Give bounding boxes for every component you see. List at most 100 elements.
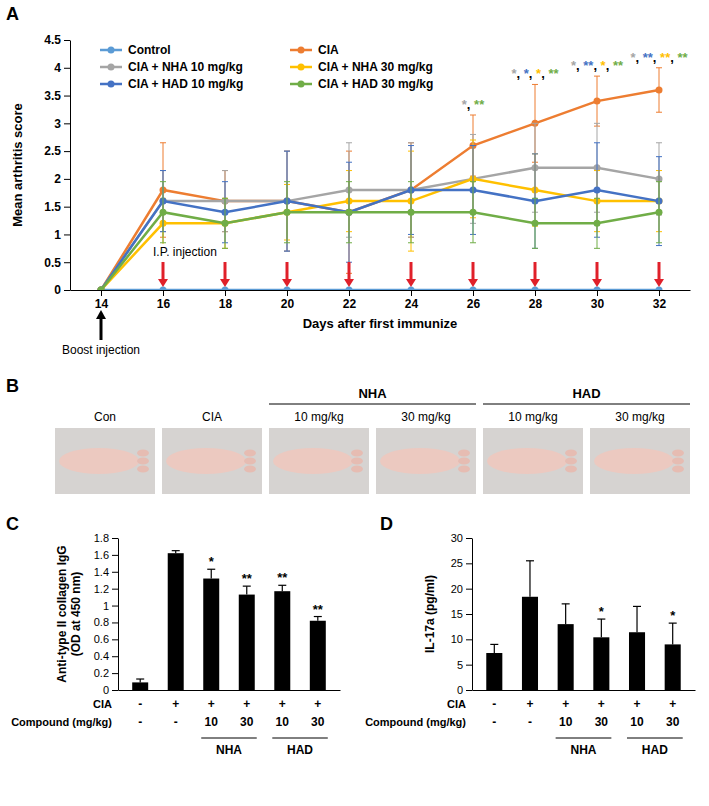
legend-swatch — [298, 47, 305, 54]
separator: , — [541, 66, 548, 81]
error-bar — [136, 679, 144, 682]
y-tick: 0.2 — [94, 667, 118, 679]
error-bar — [207, 569, 215, 578]
y-tick-mark — [466, 589, 472, 590]
table-cell: - — [174, 715, 178, 729]
arrow-head — [282, 279, 292, 287]
y-axis-title: (OD at 450 nm) — [69, 572, 83, 657]
table-cell: + — [562, 697, 569, 711]
bar — [274, 591, 290, 690]
error-cap — [222, 181, 228, 182]
figure: A00.511.522.533.544.51416182022242628303… — [0, 0, 709, 806]
arrow-head — [220, 279, 230, 287]
y-tick-label: 1.4 — [94, 566, 109, 578]
series — [98, 68, 663, 290]
x-tick-mark — [101, 290, 102, 296]
error-cap — [656, 142, 662, 143]
injection-arrow — [592, 262, 602, 287]
photo — [269, 428, 369, 494]
y-tick-mark — [112, 606, 118, 607]
table-cell: 10 — [205, 715, 219, 729]
separator: , — [606, 58, 613, 73]
y-tick: 1 — [54, 228, 70, 242]
x-tick: 28 — [529, 290, 543, 311]
y-tick-label: 1.8 — [94, 532, 109, 544]
error-cap — [346, 242, 352, 243]
arrow-head — [654, 279, 664, 287]
y-axis: 00.511.522.533.544.5 — [44, 33, 70, 297]
y-tick: 4 — [54, 61, 70, 75]
line — [101, 179, 659, 290]
significance: *, **, *, ** — [571, 58, 624, 73]
photo-background — [483, 428, 583, 494]
significance: ** — [277, 570, 288, 585]
photo-background — [55, 428, 155, 494]
table-cell: - — [492, 715, 496, 729]
y-tick-label: 30 — [451, 532, 463, 544]
error-cap — [408, 142, 414, 143]
x-tick-label: 24 — [405, 297, 419, 311]
table-cell: + — [598, 697, 605, 711]
error-cap — [470, 134, 476, 135]
error-cap — [532, 153, 538, 154]
y-tick-mark — [466, 690, 472, 691]
y-tick-mark — [64, 207, 70, 208]
y-tick: 3.5 — [44, 89, 70, 103]
y-tick-label: 0 — [54, 283, 61, 297]
x-tick: 30 — [591, 290, 605, 311]
panel-label: D — [380, 514, 393, 534]
y-tick-label: 3.5 — [44, 89, 61, 103]
x-tick: 16 — [157, 290, 171, 311]
paw-toe — [137, 450, 149, 457]
arrow-head — [530, 279, 540, 287]
y-tick-label: 0.4 — [94, 650, 109, 662]
line — [101, 190, 659, 290]
y-tick: 1.8 — [94, 532, 118, 544]
marker — [222, 220, 229, 227]
y-tick: 25 — [451, 557, 472, 569]
error-cap — [656, 245, 662, 246]
error-cap — [160, 170, 166, 171]
error-cap — [470, 115, 476, 116]
arrow-shaft — [100, 318, 103, 340]
error-cap — [222, 170, 228, 171]
series — [98, 140, 663, 290]
paw-toe — [672, 458, 684, 465]
error-whisker — [282, 585, 283, 591]
bar — [239, 595, 255, 690]
significance: ** — [313, 602, 324, 617]
y-tick-mark — [466, 614, 472, 615]
y-tick-label: 15 — [451, 608, 463, 620]
y-tick: 1.6 — [94, 549, 118, 561]
marker — [346, 209, 353, 216]
table-cell: + — [634, 697, 641, 711]
error-whisker — [287, 151, 288, 251]
x-axis — [473, 690, 696, 692]
error-cap — [222, 198, 228, 199]
y-tick: 0 — [457, 684, 472, 696]
y-tick-label: 0.6 — [94, 633, 109, 645]
y-axis: 051015202530 — [451, 532, 473, 696]
marker — [408, 287, 415, 291]
x-tick: 24 — [405, 290, 419, 311]
x-tick: 18 — [219, 290, 233, 311]
error-cap — [408, 181, 414, 182]
marker — [656, 287, 663, 291]
photo-caption: CIA — [202, 410, 222, 424]
error-cap — [532, 248, 538, 249]
y-tick-label: 1.6 — [94, 549, 109, 561]
error-cap — [160, 170, 166, 171]
y-tick-label: 5 — [457, 659, 463, 671]
star: ** — [613, 58, 624, 73]
error-cap — [408, 251, 414, 252]
error-bar — [172, 551, 180, 554]
line — [101, 90, 659, 290]
label-patch — [151, 244, 219, 260]
x-axis-title: Days after first immunize — [303, 316, 458, 331]
x-tick: 20 — [281, 290, 295, 311]
y-tick: 0.4 — [94, 650, 118, 662]
marker — [594, 287, 601, 291]
error-cap — [284, 251, 290, 252]
error-bar — [346, 151, 352, 273]
separator: , — [653, 50, 660, 65]
